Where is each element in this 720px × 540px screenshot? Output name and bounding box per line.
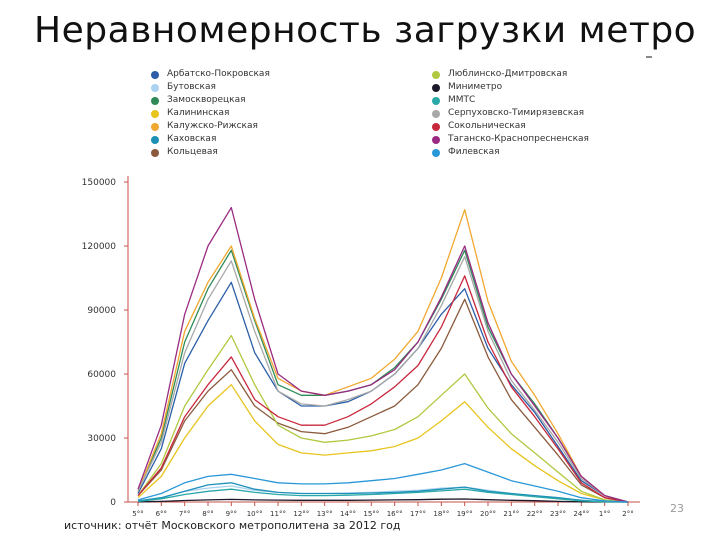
legend-label: Таганско-Краснопресненская <box>448 134 589 144</box>
x-tick-label: 21°° <box>503 510 519 518</box>
chart-legend-right: Люблинско-Дмитровская Миниметро ММТС Серпух… <box>432 68 589 159</box>
legend-item: Арбатско-Покровская <box>151 68 270 81</box>
series-line <box>137 384 629 503</box>
legend-item: Каховская <box>151 133 270 146</box>
legend-label: Калининская <box>167 108 230 118</box>
legend-label: Калужско-Рижская <box>167 121 258 131</box>
legend-item: ММТС <box>432 94 589 107</box>
series-line <box>137 249 629 503</box>
legend-item: Серпуховско-Тимирязевская <box>432 107 589 120</box>
legend-swatch <box>151 149 159 157</box>
y-tick-label: 60000 <box>87 370 116 380</box>
y-tick-label: 150000 <box>82 178 117 188</box>
x-tick-label: 8°° <box>202 510 213 518</box>
x-tick-label: 13°° <box>317 510 333 518</box>
legend-label: Люблинско-Дмитровская <box>448 69 568 79</box>
chart-legend-left: Арбатско-Покровская Бутовская Замоскворецк… <box>151 68 270 159</box>
legend-item: Бутовская <box>151 81 270 94</box>
legend-swatch <box>432 149 440 157</box>
legend-item: Замоскворецкая <box>151 94 270 107</box>
series-line <box>137 256 629 503</box>
source-note: источник: отчёт Московского метрополитен… <box>64 519 401 532</box>
legend-swatch <box>151 71 159 79</box>
x-tick-label: 10°° <box>247 510 263 518</box>
legend-label: Арбатско-Покровская <box>167 69 270 79</box>
title-decoration <box>646 56 652 58</box>
legend-item: Калининская <box>151 107 270 120</box>
x-tick-label: 2°° <box>622 510 633 518</box>
x-tick-label: 22°° <box>527 510 543 518</box>
x-tick-label: 1°° <box>599 510 610 518</box>
legend-swatch <box>432 97 440 105</box>
series-line <box>137 482 629 503</box>
legend-label: Кольцевая <box>167 147 218 157</box>
series-line <box>137 498 628 503</box>
legend-item: Кольцевая <box>151 146 270 159</box>
series-line <box>137 209 629 503</box>
legend-label: Серпуховско-Тимирязевская <box>448 108 585 118</box>
legend-item: Сокольническая <box>432 120 589 133</box>
legend-swatch <box>432 84 440 92</box>
legend-item: Филевская <box>432 146 589 159</box>
legend-swatch <box>151 110 159 118</box>
series-line <box>137 298 629 503</box>
slide-title: Неравномерность загрузки метро <box>34 10 697 51</box>
legend-label: Филевская <box>448 147 500 157</box>
legend-item: Люблинско-Дмитровская <box>432 68 589 81</box>
x-tick-label: 14°° <box>340 510 356 518</box>
y-tick-label: 90000 <box>87 306 116 316</box>
series-line <box>137 206 629 503</box>
x-tick-label: 7°° <box>179 510 190 518</box>
y-tick-label: 0 <box>110 498 116 508</box>
series-line <box>137 275 629 503</box>
legend-swatch <box>151 97 159 105</box>
legend-swatch <box>432 71 440 79</box>
x-tick-label: 11°° <box>270 510 286 518</box>
legend-swatch <box>151 123 159 131</box>
y-tick-label: 120000 <box>82 242 117 252</box>
x-tick-label: 23°° <box>550 510 566 518</box>
legend-swatch <box>432 110 440 118</box>
x-tick-label: 6°° <box>156 510 167 518</box>
legend-label: Сокольническая <box>448 121 526 131</box>
series-line <box>137 488 629 503</box>
x-tick-label: 18°° <box>433 510 449 518</box>
legend-label: Замоскворецкая <box>167 95 246 105</box>
legend-swatch <box>432 123 440 131</box>
page-number: 23 <box>670 502 684 515</box>
legend-swatch <box>151 84 159 92</box>
x-tick-label: 19°° <box>457 510 473 518</box>
legend-swatch <box>151 136 159 144</box>
legend-item: Миниметро <box>432 81 589 94</box>
legend-swatch <box>432 136 440 144</box>
series-line <box>137 334 629 503</box>
legend-label: Каховская <box>167 134 217 144</box>
x-tick-label: 16°° <box>387 510 403 518</box>
x-tick-label: 9°° <box>226 510 237 518</box>
y-tick-label: 30000 <box>87 434 116 444</box>
legend-label: ММТС <box>448 95 476 105</box>
legend-label: Миниметро <box>448 82 503 92</box>
x-tick-label: 24°° <box>573 510 589 518</box>
series-line <box>137 462 629 503</box>
x-tick-label: 12°° <box>293 510 309 518</box>
legend-item: Таганско-Краснопресненская <box>432 133 589 146</box>
legend-label: Бутовская <box>167 82 216 92</box>
x-tick-label: 15°° <box>363 510 379 518</box>
x-tick-label: 20°° <box>480 510 496 518</box>
legend-item: Калужско-Рижская <box>151 120 270 133</box>
x-tick-label: 17°° <box>410 510 426 518</box>
x-tick-label: 5°° <box>132 510 143 518</box>
